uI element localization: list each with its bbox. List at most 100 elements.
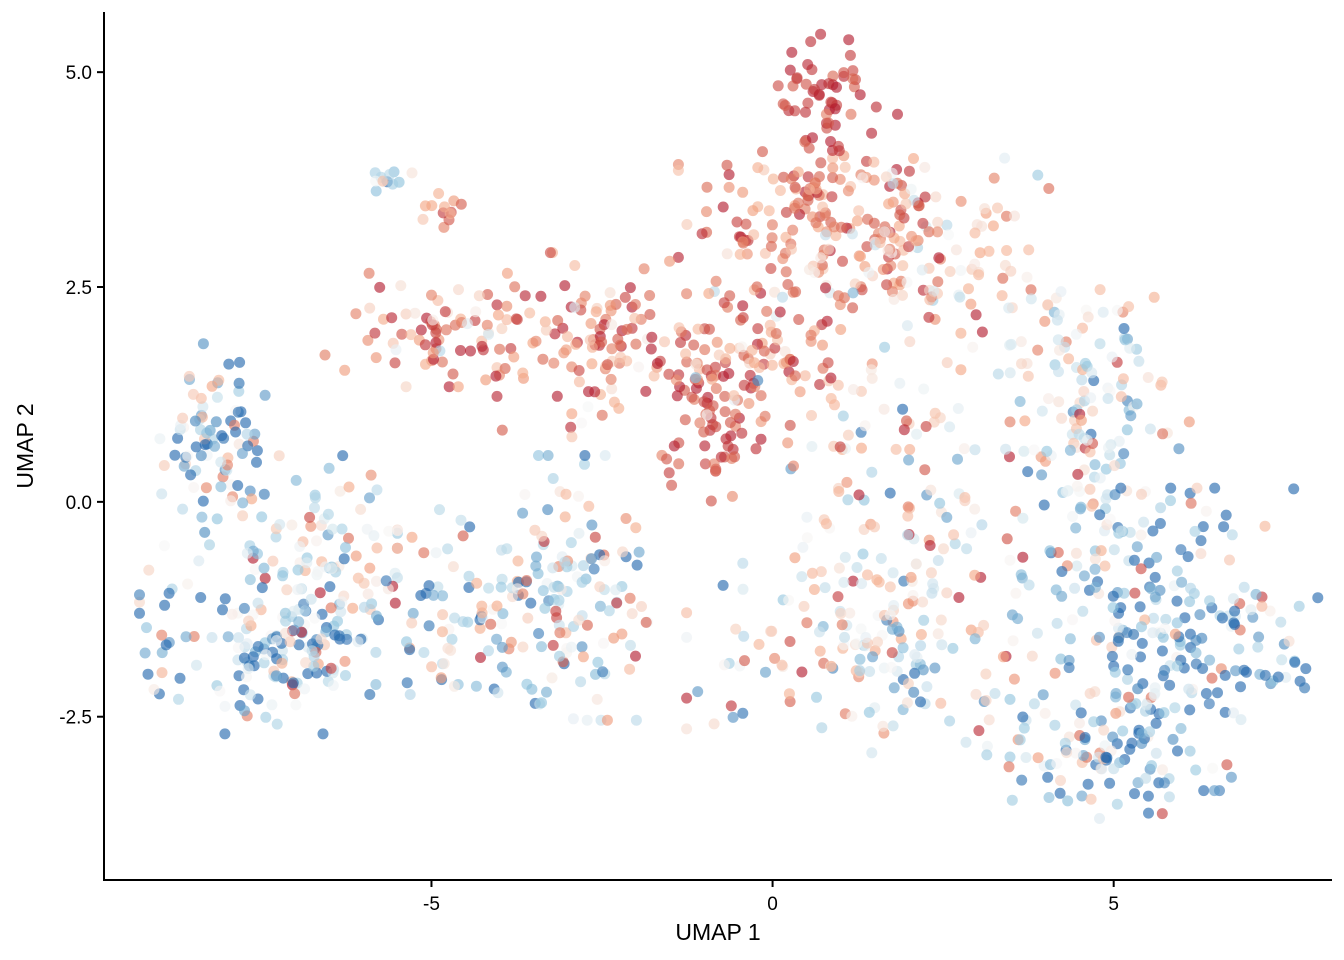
data-point — [699, 344, 711, 356]
data-point — [293, 639, 305, 651]
data-point — [1143, 807, 1154, 819]
data-point — [196, 511, 208, 523]
data-point — [232, 406, 244, 418]
data-point — [820, 518, 832, 530]
data-point — [823, 243, 834, 255]
data-point — [671, 390, 683, 402]
data-point — [371, 610, 382, 622]
data-point — [589, 386, 601, 398]
data-point — [549, 328, 561, 340]
data-point — [960, 736, 972, 748]
data-point — [182, 578, 194, 590]
data-point — [1219, 669, 1231, 681]
data-point — [866, 466, 878, 478]
data-point — [640, 616, 652, 628]
data-point — [802, 97, 814, 109]
data-point — [784, 419, 796, 431]
data-point — [287, 677, 299, 689]
data-point — [1121, 424, 1133, 436]
data-point — [525, 597, 537, 609]
data-point — [251, 445, 263, 457]
data-point — [987, 220, 999, 232]
data-point — [241, 547, 253, 559]
data-point — [902, 501, 914, 513]
data-point — [1019, 415, 1031, 427]
data-point — [826, 191, 838, 203]
data-point — [565, 641, 577, 653]
data-point — [949, 538, 961, 550]
data-point — [197, 401, 209, 413]
data-point — [1004, 554, 1016, 566]
y-ticks: -2.5 0.0 2.5 5.0 — [59, 63, 104, 729]
data-point — [1216, 612, 1228, 624]
data-point — [1190, 658, 1202, 670]
data-point — [288, 605, 300, 617]
data-point — [703, 288, 715, 299]
data-point — [352, 636, 364, 648]
data-point — [877, 264, 889, 275]
data-point — [672, 251, 684, 263]
data-point — [786, 46, 798, 58]
data-point — [233, 385, 245, 397]
data-point — [501, 314, 513, 326]
data-point — [1101, 752, 1113, 764]
data-point — [908, 153, 919, 164]
data-point — [158, 540, 170, 552]
data-point — [981, 749, 993, 761]
data-point — [790, 286, 802, 298]
data-point — [841, 476, 853, 488]
data-point — [1026, 650, 1038, 662]
data-point — [187, 388, 199, 400]
data-point — [455, 345, 466, 356]
data-point — [955, 327, 967, 339]
data-point — [863, 706, 875, 718]
data-point — [909, 667, 921, 679]
data-point — [188, 482, 200, 493]
data-point — [569, 260, 581, 271]
data-point — [1115, 482, 1127, 494]
data-point — [1200, 505, 1212, 517]
data-point — [837, 255, 848, 267]
data-point — [888, 232, 900, 244]
data-point — [206, 380, 218, 392]
data-point — [244, 689, 256, 701]
data-point — [834, 441, 846, 453]
data-point — [415, 324, 427, 336]
data-point — [423, 580, 435, 592]
data-point — [769, 652, 781, 664]
data-point — [241, 671, 252, 683]
data-point — [1235, 681, 1246, 693]
data-point — [476, 340, 488, 352]
data-point — [1025, 284, 1037, 296]
data-point — [883, 198, 895, 210]
data-point — [870, 101, 882, 113]
data-point — [705, 495, 717, 507]
data-point — [1189, 525, 1201, 537]
data-point — [447, 368, 459, 380]
data-point — [1018, 445, 1030, 457]
data-point — [915, 640, 927, 652]
data-point — [692, 323, 704, 335]
data-point — [803, 264, 815, 276]
data-point — [864, 666, 876, 677]
data-point — [483, 328, 494, 340]
data-point — [936, 639, 948, 651]
data-point — [606, 343, 618, 355]
data-point — [1107, 590, 1119, 602]
data-point — [418, 647, 430, 658]
data-point — [1126, 649, 1138, 660]
data-point — [396, 328, 408, 340]
data-point — [631, 559, 643, 571]
data-point — [1207, 762, 1219, 774]
data-point — [725, 700, 737, 712]
data-point — [1023, 244, 1035, 256]
data-point — [890, 443, 902, 455]
data-point — [134, 607, 145, 619]
data-point — [752, 323, 764, 335]
data-point — [1071, 560, 1083, 572]
data-point — [851, 562, 863, 573]
data-point — [814, 626, 825, 638]
data-point — [792, 166, 804, 178]
data-point — [860, 632, 872, 643]
data-point — [327, 680, 339, 691]
